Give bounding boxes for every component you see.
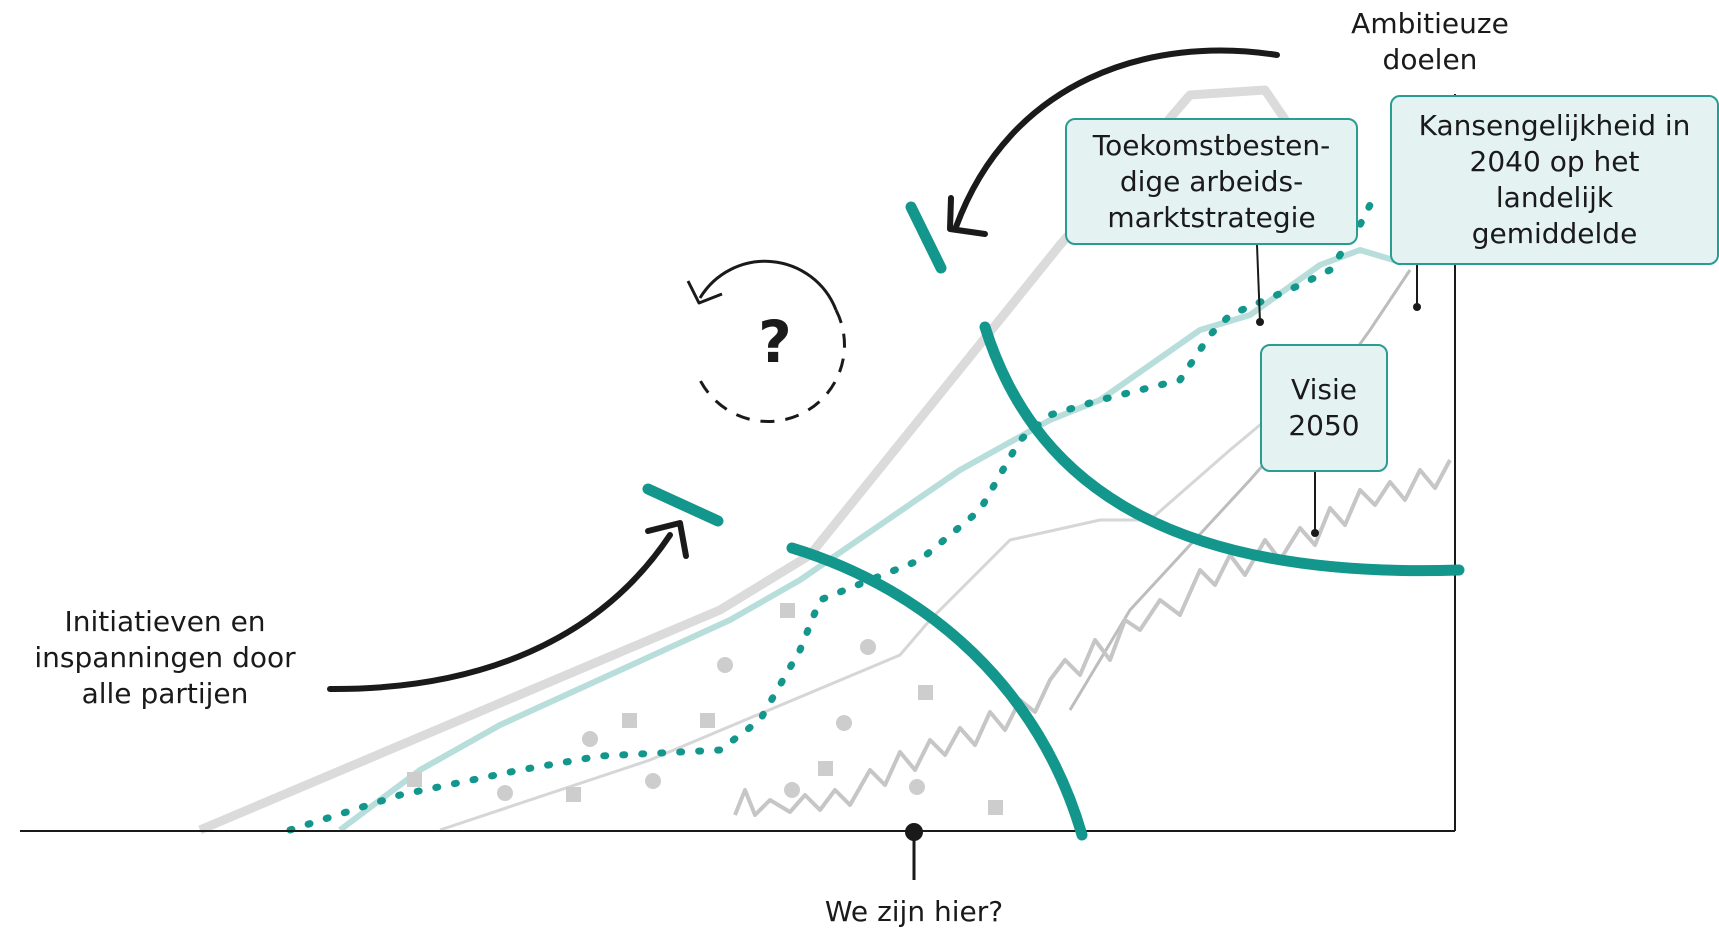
callout-strategy-line2: dige arbeids- — [1119, 164, 1304, 198]
callout-vision-line2: 2050 — [1288, 409, 1360, 442]
label-ambitious-goals: Ambitieuze doelen — [1310, 6, 1550, 78]
trend-band-grey — [198, 85, 1354, 835]
scatter-markers-grey — [407, 603, 1003, 815]
label-ambitious-goals-line1: Ambitieuze — [1351, 7, 1509, 40]
frontier-arc-far — [979, 321, 1465, 577]
callout-strategy-line1: Toekomstbesten- — [1092, 128, 1331, 162]
circular-arrowhead-icon — [686, 280, 723, 305]
leader-dot-equality — [1413, 303, 1421, 311]
noisy-line-grey — [733, 459, 1452, 817]
callout-equality-line1: Kansengelijkheid in — [1418, 109, 1691, 142]
dotted-path-teal — [286, 191, 1379, 834]
leader-dot-strategy — [1256, 318, 1264, 326]
milestone-tick-upper — [905, 201, 947, 274]
callout-equality: Kansengelijkheid in 2040 op het landelij… — [1390, 95, 1719, 265]
callout-vision-line1: Visie — [1291, 373, 1357, 406]
frontier-arc-near — [786, 542, 1088, 841]
label-initiatives-line3: alle partijen — [81, 677, 249, 710]
callout-equality-line2: 2040 op het — [1469, 145, 1640, 178]
label-we-are-here: We zijn hier? — [754, 894, 1074, 930]
label-initiatives-line2: inspanningen door — [34, 641, 296, 674]
trend-line-light-teal — [338, 247, 1401, 833]
arrow-curve-initiatives — [327, 532, 673, 693]
circular-arrow-dashed — [698, 309, 846, 423]
label-we-are-here-text: We zijn hier? — [824, 895, 1004, 928]
leader-dot-vision — [1311, 529, 1319, 537]
we-are-here-dot — [905, 823, 923, 841]
label-initiatives-line1: Initiatieven en — [64, 605, 266, 638]
label-ambitious-goals-line2: doelen — [1382, 43, 1478, 76]
milestone-tick-lower — [642, 483, 724, 527]
callout-equality-line4: gemiddelde — [1471, 217, 1638, 250]
arrowhead-ambitions-icon — [947, 195, 988, 237]
leader-strategy — [1256, 244, 1261, 323]
label-initiatives: Initiatieven en inspanningen door alle p… — [0, 604, 330, 712]
arrow-curve-ambitions — [953, 47, 1280, 230]
callout-strategy-line3: marktstrategie — [1107, 200, 1316, 234]
callout-equality-line3: landelijk — [1495, 181, 1614, 214]
circular-arrow-solid — [698, 259, 838, 311]
callout-strategy: Toekomstbesten- dige arbeids- marktstrat… — [1065, 118, 1358, 245]
question-mark-icon: ? — [758, 308, 792, 376]
callout-vision: Visie 2050 — [1260, 344, 1388, 472]
arrowhead-initiatives-icon — [645, 520, 689, 559]
